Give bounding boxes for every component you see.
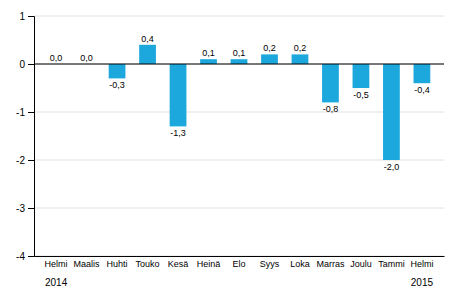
x-tick-label: Tammi — [378, 259, 405, 269]
y-tick-mark — [28, 256, 34, 257]
bar — [139, 45, 156, 64]
x-tick-label: Touko — [136, 259, 160, 269]
grid-line — [34, 64, 444, 65]
bar — [322, 64, 339, 102]
y-tick: 0 — [19, 59, 34, 70]
x-axis-line — [35, 256, 445, 257]
y-tick: -4 — [16, 251, 34, 262]
y-tick-label: -2 — [16, 155, 25, 166]
data-label: -1,3 — [170, 128, 186, 138]
y-axis-line — [28, 17, 35, 257]
data-label: 0,1 — [202, 48, 215, 58]
x-tick: Joulu — [350, 256, 372, 269]
data-label: 0,0 — [80, 53, 93, 63]
data-label: -2,0 — [384, 162, 400, 172]
annotation: 2015 — [411, 277, 434, 288]
x-tick-label: Maalis — [74, 259, 101, 269]
y-tick-label: -1 — [16, 107, 25, 118]
bar — [170, 64, 187, 126]
x-tick: Helmi — [45, 256, 68, 269]
annotation: 2014 — [45, 277, 68, 288]
x-tick: Syys — [260, 256, 280, 269]
x-tick: Elo — [232, 256, 245, 269]
y-axis: -4 -3 -2 -1 0 1 — [16, 11, 34, 262]
bar — [383, 64, 400, 160]
y-tick-label: -3 — [16, 203, 25, 214]
x-tick-label: Elo — [232, 259, 245, 269]
y-tick: -1 — [16, 107, 34, 118]
y-tick-mark — [28, 160, 34, 161]
data-label: 0,2 — [294, 43, 307, 53]
bar — [353, 64, 370, 88]
data-label: 0,4 — [141, 34, 154, 44]
bar — [231, 59, 248, 64]
x-tick-label: Joulu — [350, 259, 372, 269]
y-tick: -3 — [16, 203, 34, 214]
x-tick: Touko — [136, 256, 160, 269]
x-tick: Tammi — [378, 256, 405, 269]
bars — [109, 45, 431, 160]
grid — [34, 16, 444, 256]
x-tick: Helmi — [410, 256, 433, 269]
x-tick: Maalis — [74, 256, 101, 269]
x-tick-label: Loka — [290, 259, 310, 269]
chart: -4 -3 -2 -1 0 1 Helmi Maalis Huhti Touko Kesä Heinä… — [0, 0, 454, 302]
x-tick-label: Heinä — [197, 259, 221, 269]
x-tick: Loka — [290, 256, 310, 269]
zero-line — [34, 64, 444, 65]
x-tick-label: Huhti — [107, 259, 128, 269]
grid-line — [34, 112, 444, 113]
data-label: -0,5 — [353, 90, 369, 100]
grid-line — [34, 208, 444, 209]
grid-line — [34, 160, 444, 161]
bar — [414, 64, 431, 83]
y-tick-label: 0 — [19, 59, 25, 70]
data-label: 0,2 — [263, 43, 276, 53]
y-tick-mark — [28, 64, 34, 65]
x-tick: Heinä — [197, 256, 221, 269]
bar — [200, 59, 217, 64]
y-tick-mark — [28, 208, 34, 209]
y-tick-label: 1 — [19, 11, 25, 22]
grid-line — [34, 256, 444, 257]
data-label: -0,3 — [109, 80, 125, 90]
x-tick-label: Helmi — [45, 259, 68, 269]
x-tick-label: Helmi — [410, 259, 433, 269]
plot: -4 -3 -2 -1 0 1 Helmi Maalis Huhti Touko Kesä Heinä… — [16, 11, 444, 288]
grid-line — [34, 16, 444, 17]
x-tick-label: Kesä — [168, 259, 189, 269]
x-tick: Huhti — [107, 256, 128, 269]
data-label: -0,4 — [414, 85, 430, 95]
x-axis: Helmi Maalis Huhti Touko Kesä Heinä Elo Syys Lok… — [35, 256, 445, 269]
data-label: 0,1 — [233, 48, 246, 58]
x-tick: Kesä — [168, 256, 189, 269]
x-tick-label: Syys — [260, 259, 280, 269]
y-tick-mark — [28, 112, 34, 113]
y-tick-mark — [28, 16, 34, 17]
data-labels: 0,0 0,0 -0,3 0,4 -1,3 0,1 0,1 0,2 0,2 -0,8 -0,5 -2,… — [50, 34, 430, 172]
data-label: -0,8 — [323, 104, 339, 114]
x-tick: Marras — [316, 256, 345, 269]
y-tick: 1 — [19, 11, 34, 22]
bar — [109, 64, 126, 78]
y-tick: -2 — [16, 155, 34, 166]
bar — [292, 54, 309, 64]
x-tick-label: Marras — [316, 259, 345, 269]
bar — [261, 54, 278, 64]
y-tick-label: -4 — [16, 251, 25, 262]
data-label: 0,0 — [50, 53, 63, 63]
